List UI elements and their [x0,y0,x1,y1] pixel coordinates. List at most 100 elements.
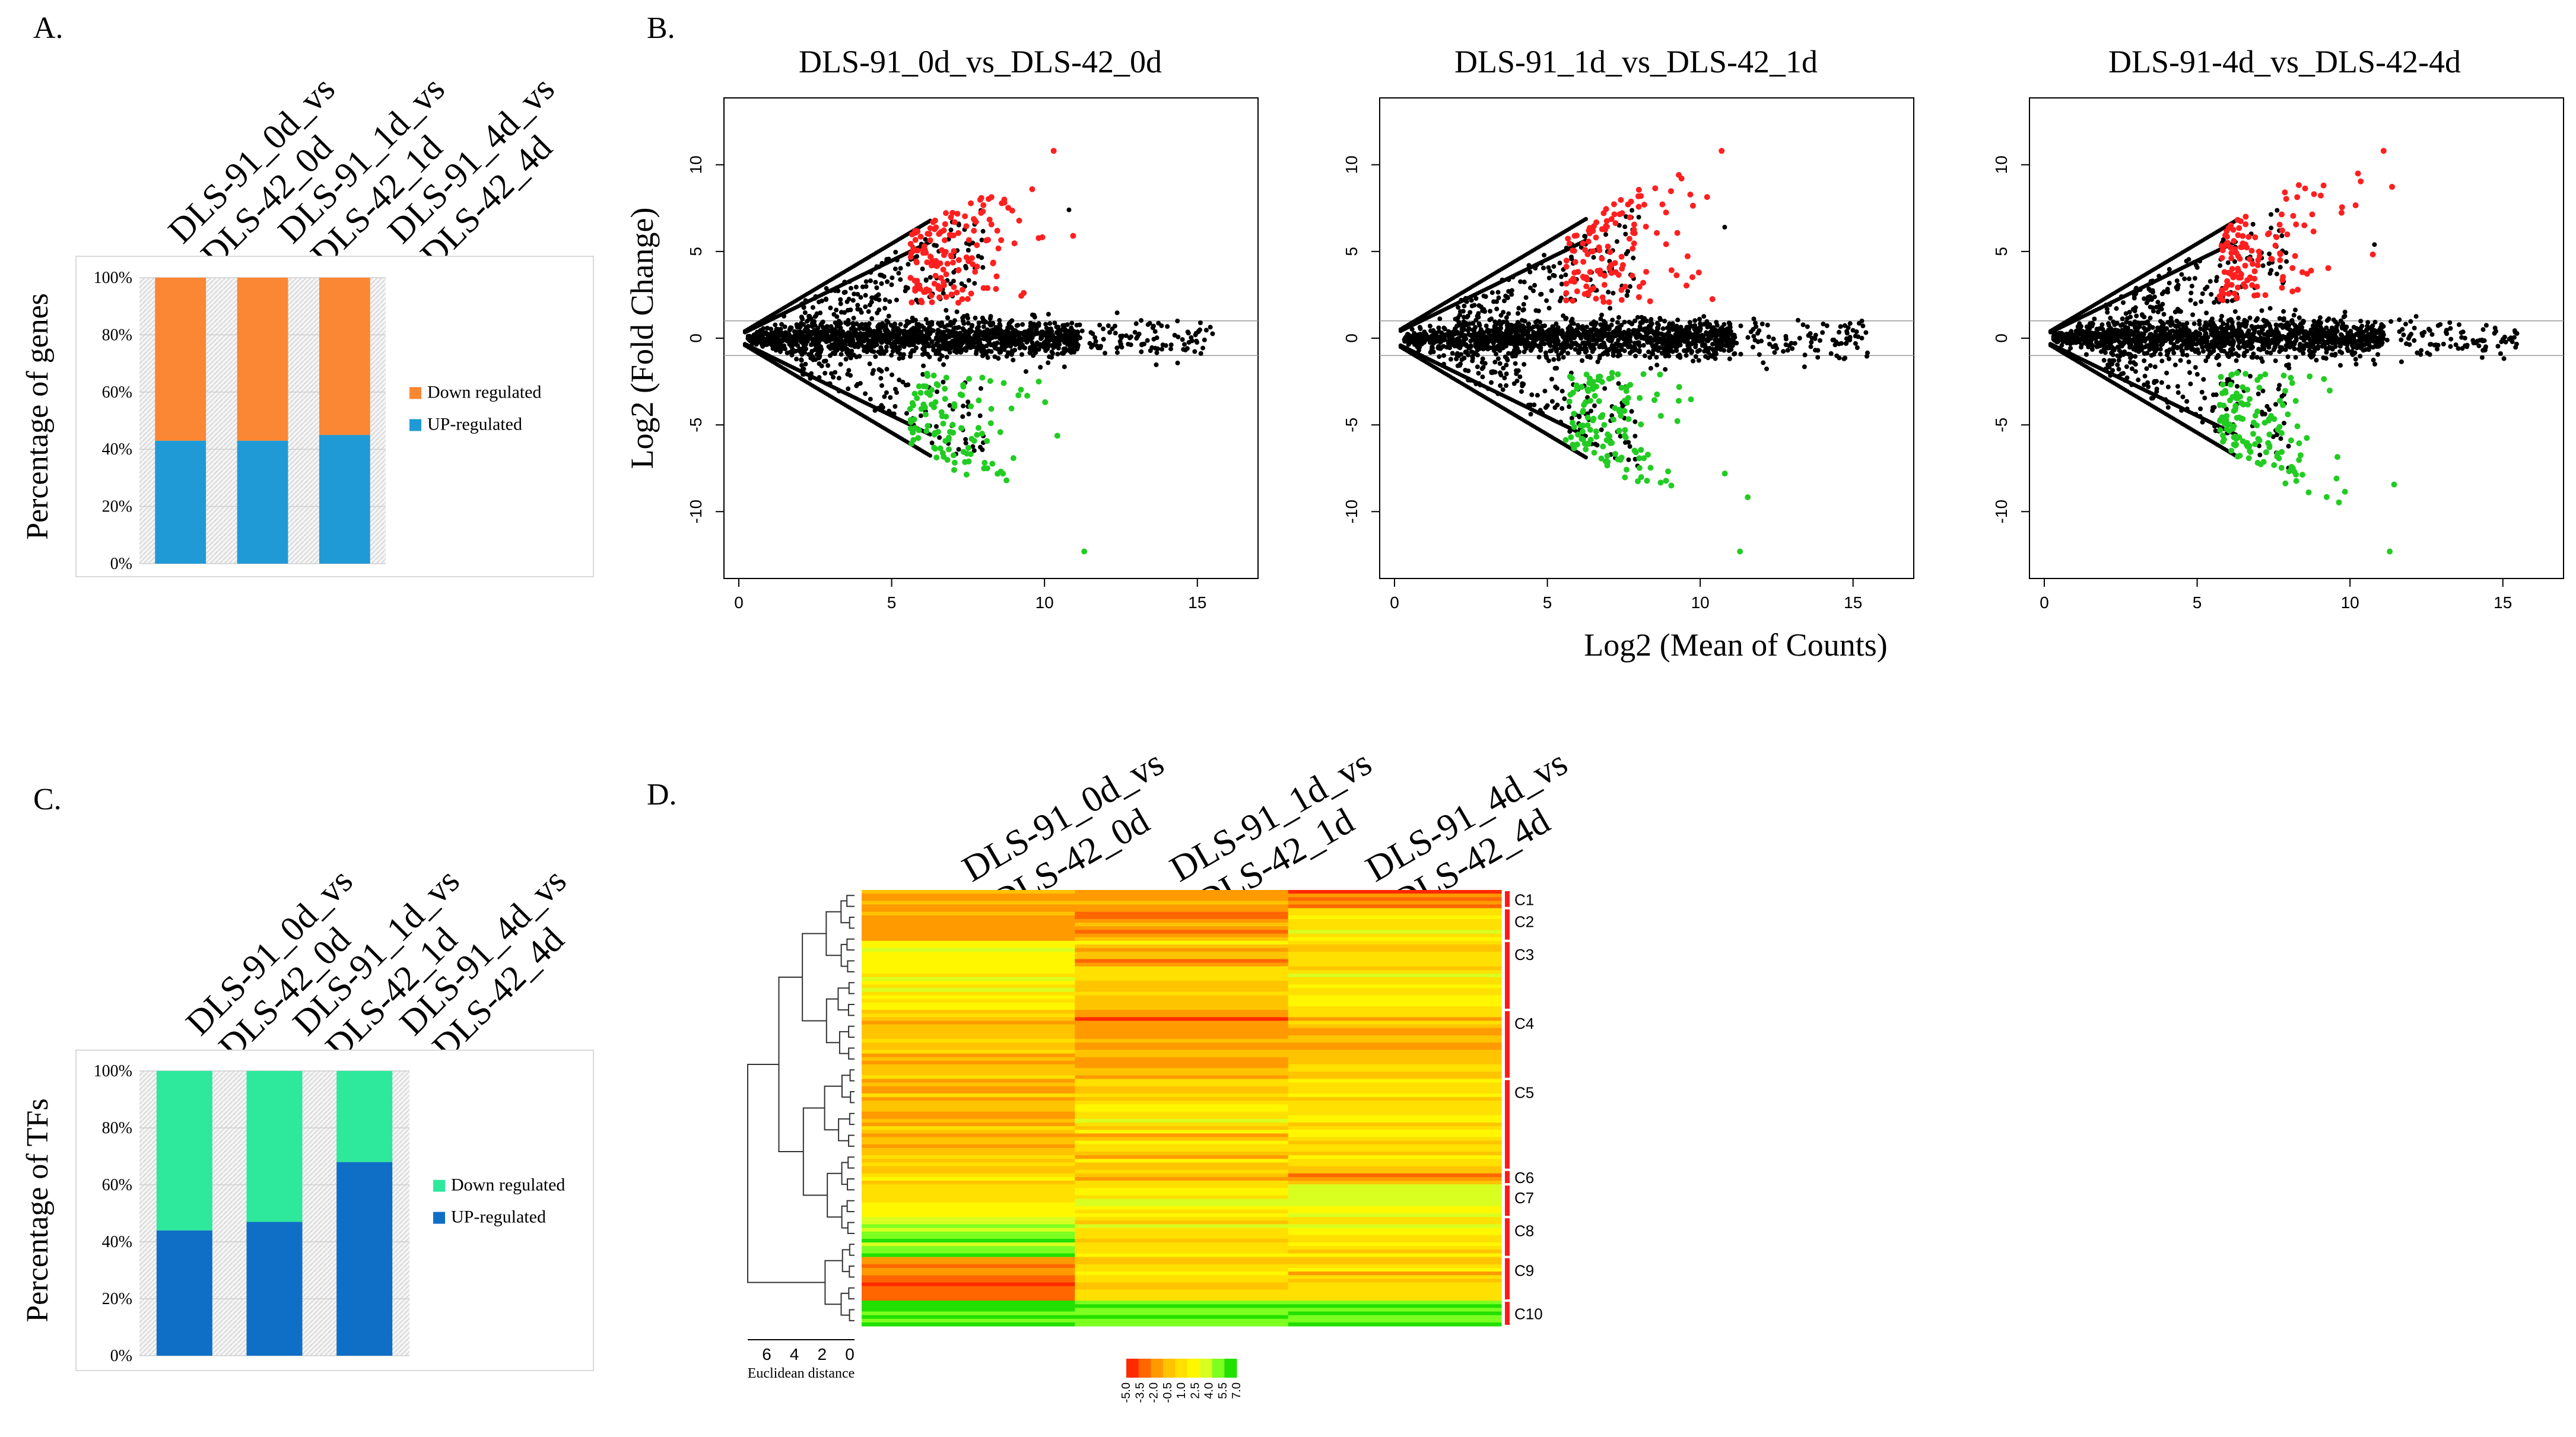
data-point [887,299,892,304]
data-point [942,386,948,392]
data-point [1738,351,1743,357]
data-point [1751,345,1755,349]
data-point [935,335,940,341]
data-point [1709,296,1716,303]
data-point [848,307,853,313]
data-point [1660,346,1666,351]
data-point [859,322,865,327]
data-point [854,383,859,389]
data-point [1674,418,1681,424]
data-point [1783,342,1789,347]
data-point [1020,322,1025,327]
data-point [1551,357,1557,362]
data-point [1119,335,1124,341]
data-point [1732,351,1738,356]
data-point [1578,336,1584,341]
data-point [1667,188,1674,195]
data-point [892,322,897,326]
data-point [1566,398,1573,405]
data-point [964,348,968,353]
data-point [898,277,903,282]
data-point [1559,389,1565,394]
data-point [1577,350,1582,355]
data-point [1536,309,1541,314]
data-point [799,321,804,326]
data-point [1802,352,1808,358]
data-point [1504,371,1509,377]
data-point [1437,316,1443,322]
data-point [1621,433,1628,439]
data-point [1062,335,1068,341]
data-point [911,390,918,397]
data-point [986,217,993,223]
data-point [935,389,939,395]
data-point [843,290,848,295]
data-point [1126,342,1131,347]
data-point [1454,329,1460,335]
panel-c-legend-swatch [433,1212,445,1224]
data-point [1054,336,1059,341]
data-point [878,376,884,381]
panel-a-ytick-label: 80% [102,326,132,344]
data-point [1468,378,1473,383]
data-point [1588,343,1593,348]
data-point [952,345,958,350]
data-point [838,352,844,357]
panel-c-legend-label: UP-regulated [451,1207,546,1227]
data-point [1700,339,1705,344]
data-point [1050,148,1057,154]
data-point [1599,427,1604,433]
data-point [1136,331,1142,336]
data-point [1693,354,1698,359]
data-point [993,286,999,292]
data-point [760,342,764,347]
data-point [1802,364,1807,370]
data-point [1571,411,1577,417]
data-point [838,362,843,367]
data-point [1593,434,1600,440]
data-point [1463,349,1468,355]
data-point [931,444,938,451]
data-point [1663,241,1669,247]
data-point [951,459,958,466]
data-point [1673,343,1679,348]
data-point [853,333,858,338]
data-point [960,326,965,331]
data-point [1139,342,1144,348]
data-point [869,316,875,321]
data-point [1611,417,1616,423]
data-point [1406,342,1411,347]
data-point [1605,431,1611,438]
data-point [782,324,787,329]
data-point [1000,380,1007,386]
data-point [1414,333,1419,338]
data-point [1090,331,1095,336]
data-point [1454,357,1459,361]
ma-plot-1-xtick-label: 15 [1188,593,1206,612]
data-point [1460,339,1465,344]
data-point [890,372,894,377]
data-point [1622,319,1627,325]
data-point [1011,240,1018,247]
data-point [1846,325,1851,330]
data-point [1544,298,1549,303]
data-point [1652,185,1659,192]
data-point [965,458,972,465]
data-point [960,287,965,293]
data-point [1674,338,1679,343]
data-point [1726,336,1732,342]
data-point [952,348,957,354]
data-point [997,322,1002,327]
data-point [1805,324,1810,329]
data-point [944,346,949,352]
data-point [1619,262,1626,268]
data-point [842,279,847,285]
data-point [1785,348,1790,353]
data-point [1066,207,1072,212]
data-point [1039,335,1044,341]
data-point [968,290,974,297]
data-point [1577,422,1584,429]
data-point [1034,329,1039,333]
data-point [977,337,983,342]
data-point [927,225,933,231]
